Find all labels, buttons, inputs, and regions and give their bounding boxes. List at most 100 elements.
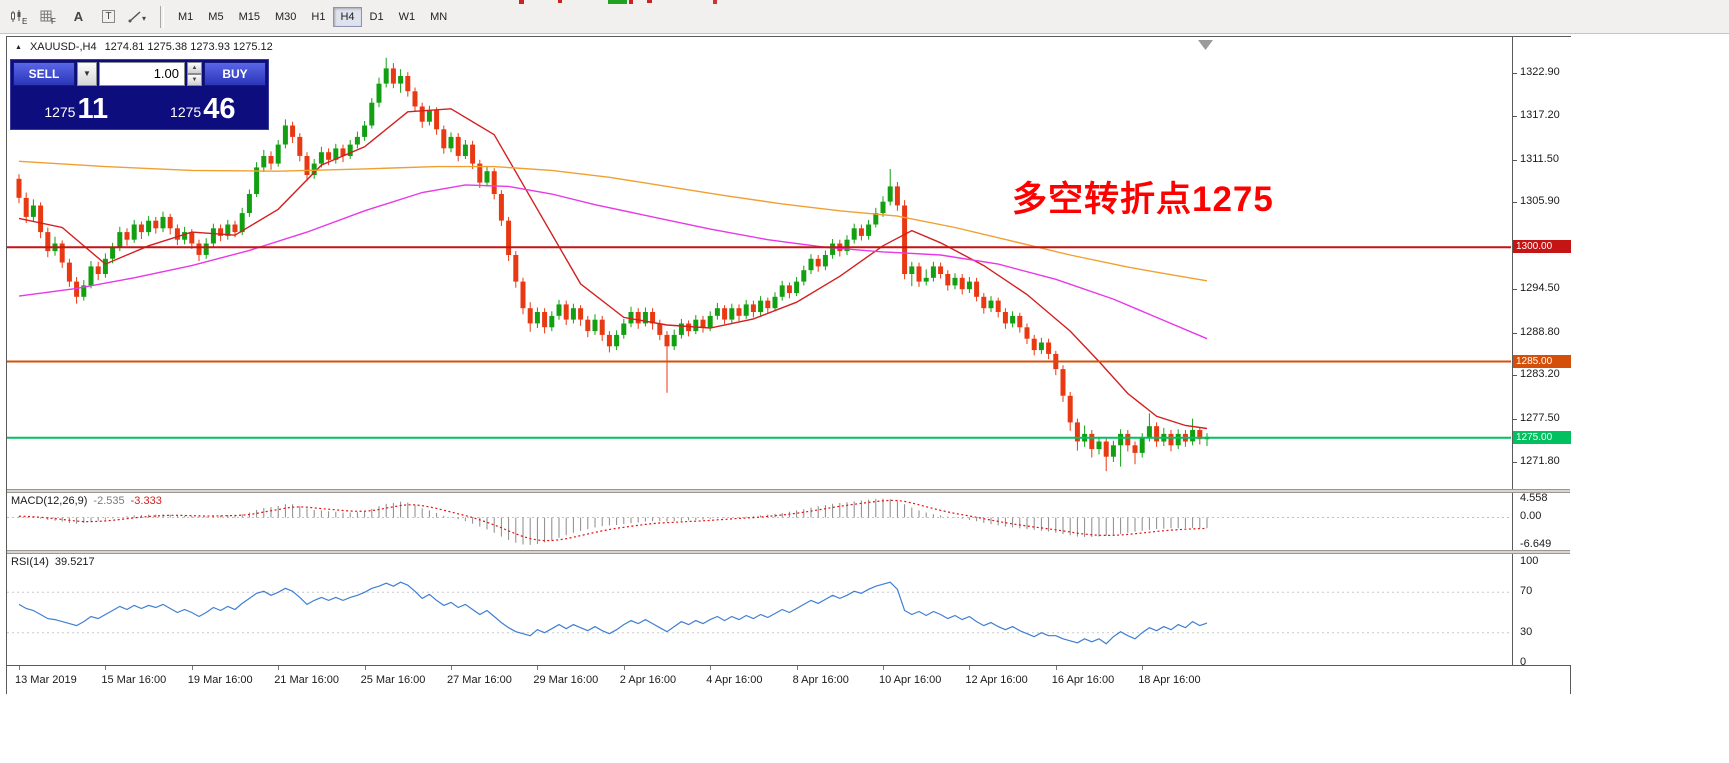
symbol-header: ▲ XAUUSD-,H4 1274.81 1275.38 1273.93 127… [15,41,273,53]
collapse-arrow-icon[interactable]: ▲ [15,43,22,51]
chart-bottom-border [7,665,1570,666]
price-tick-mark [1513,289,1517,291]
one-click-trading-panel: SELL ▼ 1.00 ▲ ▼ BUY 1275 11 1275 46 [10,59,269,130]
time-tick-mark [969,666,971,670]
price-tick-label: 1305.90 [1520,195,1560,208]
timeframe-button-mn[interactable]: MN [430,10,448,23]
timeframe-button-m5[interactable]: M5 [208,10,224,23]
macd-signal-line [18,499,1208,542]
time-axis-label: 18 Apr 16:00 [1138,674,1201,686]
volume-input[interactable]: 1.00 [99,62,185,86]
ma-medium-line [18,184,1208,340]
symbol-title: XAUUSD-,H4 [29,41,97,53]
timeframe-button-m15[interactable]: M15 [238,10,260,23]
price-tick-mark [1513,159,1517,161]
rsi-scale-label: 0 [1520,656,1527,668]
timeframe-button-h1[interactable]: H1 [311,10,326,23]
rsi-value: 39.5217 [54,556,95,568]
price-tick-mark [1513,73,1517,74]
price-tick-mark [1513,418,1517,420]
screen-artifact [519,0,524,4]
price-tick-label: 1294.50 [1520,282,1560,295]
rsi-canvas[interactable] [7,554,1511,665]
main-chart-canvas[interactable] [7,37,1511,489]
timeframe-button-m30[interactable]: M30 [274,10,297,23]
spin-down-icon[interactable]: ▼ [187,74,202,86]
volume-spinner[interactable]: ▲ ▼ [187,62,202,86]
macd-canvas[interactable] [7,493,1511,550]
ma-fast-line [18,108,1208,430]
time-axis-label: 12 Apr 16:00 [965,674,1028,686]
price-tick-mark [1513,462,1517,464]
time-tick-mark [364,666,366,670]
price-tick-mark [1513,116,1517,118]
price-tick-label: 1271.80 [1520,455,1560,468]
time-tick-mark [105,666,107,670]
main-chart-panel: ▲ XAUUSD-,H4 1274.81 1275.38 1273.93 127… [7,37,1511,489]
macd-value-signal: -3.333 [130,495,162,507]
price-tick-label: 1283.20 [1520,368,1560,381]
timeframe-button-m1[interactable]: M1 [178,10,194,23]
buy-button[interactable]: BUY [204,62,266,86]
time-tick-mark [883,666,884,670]
ohlc-readout: 1274.81 1275.38 1273.93 1275.12 [104,41,273,53]
price-tick-mark [1513,375,1517,377]
price-tick-label: 1277.50 [1520,411,1560,424]
time-axis-label: 10 Apr 16:00 [879,674,942,686]
rsi-scale-label: 100 [1520,555,1539,567]
ask-price-small: 1275 [170,104,202,120]
time-axis[interactable]: 13 Mar 2019 15 Mar 16:00 19 Mar 16:00 21 Ma… [7,666,1511,693]
time-axis-label: 29 Mar 16:00 [533,674,599,686]
screen-artifact [629,0,633,4]
grid-button-icon[interactable]: F [34,4,63,30]
chart-text-annotation[interactable]: 多空转折点1275 [1012,180,1274,219]
time-tick-mark [537,666,539,670]
macd-scale-label: 0.00 [1520,510,1542,523]
price-tick-mark [1513,202,1517,204]
time-tick-mark [451,666,452,670]
time-axis-label: 27 Mar 16:00 [447,674,512,686]
time-tick-mark [19,666,20,670]
timeframe-button-h4[interactable]: H4 [333,6,362,27]
time-axis-label: 2 Apr 16:00 [619,674,677,686]
spin-up-icon[interactable]: ▲ [187,62,202,74]
time-tick-mark [1055,666,1057,670]
screen-artifact [713,0,717,4]
drawing-tools-button-icon[interactable]: ▾ [124,4,153,30]
rsi-line [18,581,1208,645]
timeframe-button-w1[interactable]: W1 [398,10,416,23]
rsi-scale-label: 30 [1520,625,1533,638]
time-axis-label: 8 Apr 16:00 [792,674,849,686]
timeframe-button-d1[interactable]: D1 [369,10,384,23]
timeframe-toolbar: M1 M5 M15 M30 H1 H4 D1 W1 MN [171,6,454,27]
macd-name: MACD(12,26,9) [11,495,88,507]
time-axis-label: 4 Apr 16:00 [706,674,763,686]
svg-text:▾: ▾ [142,14,146,23]
time-axis-label: 13 Mar 2019 [15,674,77,686]
time-tick-mark [796,666,798,670]
panel-splitter-1[interactable] [7,489,1570,493]
rsi-panel: RSI(14) 39.5217 [7,554,1511,665]
chart-shift-marker[interactable] [1198,40,1213,50]
price-badge-1285.00: 1285.00 [1513,354,1571,368]
rsi-name: RSI(14) [11,556,49,568]
volume-dropdown-button[interactable]: ▼ [77,62,97,86]
panel-splitter-2[interactable] [7,550,1570,554]
insert-text-button-icon[interactable]: A [73,9,84,24]
price-badge-1275.00: 1275.00 [1513,430,1571,444]
time-tick-mark [623,666,625,670]
ask-price-big: 46 [203,93,236,125]
rsi-label: RSI(14) 39.5217 [11,556,95,568]
text-label-button-icon[interactable]: T [94,4,123,30]
time-axis-label: 15 Mar 16:00 [101,674,167,686]
time-axis-label: 16 Apr 16:00 [1051,674,1115,686]
price-tick-label: 1311.50 [1520,152,1559,165]
price-tick-label: 1288.80 [1520,325,1560,338]
sell-button[interactable]: SELL [13,62,75,86]
screen-artifact [608,0,627,4]
chart-style-button-icon[interactable]: E [4,4,33,30]
toolbar: E F A T ▾ M1 M5 M15 M30 H1 H4 D1 W1 MN [0,0,1729,34]
time-axis-label: 21 Mar 16:00 [274,674,340,686]
price-tick-mark [1513,332,1517,334]
price-scale[interactable]: 1322.90 1317.20 1311.50 1305.90 1294.50 1288.… [1512,37,1571,668]
